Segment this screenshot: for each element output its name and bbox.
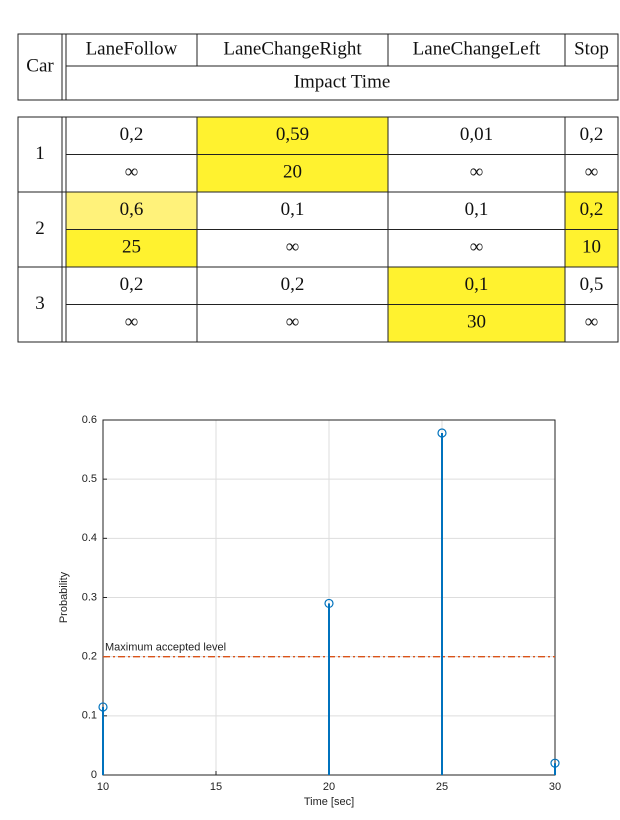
impact-time-cell: ∞ xyxy=(585,162,599,183)
x-tick-label: 25 xyxy=(436,781,448,793)
y-tick-label: 0.5 xyxy=(82,473,97,485)
x-axis-label: Time [sec] xyxy=(304,796,354,808)
impact-time-cell: ∞ xyxy=(470,237,484,258)
probability-cell: 0,2 xyxy=(580,124,604,145)
cell-highlight xyxy=(565,229,618,267)
probability-cell: 0,01 xyxy=(460,124,493,145)
probability-cell: 0,2 xyxy=(120,124,144,145)
stem-marker xyxy=(437,428,447,438)
x-tick-label: 30 xyxy=(549,781,561,793)
column-header: LaneFollow xyxy=(86,38,178,59)
impact-time-cell: ∞ xyxy=(585,312,599,333)
impact-time-cell: 30 xyxy=(467,312,486,333)
cell-highlight xyxy=(197,154,388,192)
y-axis-label: Probability xyxy=(58,571,70,623)
y-tick-label: 0.2 xyxy=(82,651,97,663)
probability-cell: 0,1 xyxy=(281,199,305,220)
probability-cell: 0,2 xyxy=(580,199,604,220)
probability-cell: 0,1 xyxy=(465,199,489,220)
y-tick-label: 0.1 xyxy=(82,710,97,722)
cell-highlight xyxy=(388,267,565,305)
stem-marker xyxy=(98,702,108,712)
y-tick-label: 0.3 xyxy=(82,591,97,603)
probability-cell: 0,6 xyxy=(120,199,144,220)
probability-cell: 0,2 xyxy=(120,274,144,295)
impact-time-cell: ∞ xyxy=(470,162,484,183)
probability-chart: 10 15 20 25 30 0 0.1 0.2 0.3 0.4 0.5 0.6 Maximum acc… xyxy=(58,414,561,808)
threshold-label: Maximum accepted level xyxy=(105,642,226,654)
column-header: LaneChangeRight xyxy=(223,38,362,59)
results-table: Car LaneFollow LaneChangeRight LaneChangeLe… xyxy=(17,33,619,343)
probability-cell: 0,2 xyxy=(281,274,305,295)
car-id: 2 xyxy=(35,218,45,239)
cell-highlight xyxy=(565,192,618,230)
header-box xyxy=(17,33,619,101)
y-tick-label: 0.4 xyxy=(82,532,97,544)
impact-time-cell: 10 xyxy=(582,237,601,258)
impact-time-cell: 25 xyxy=(122,237,141,258)
stem-marker xyxy=(550,758,560,768)
probability-cell: 0,1 xyxy=(465,274,489,295)
cell-highlight xyxy=(66,229,197,267)
impact-time-cell: ∞ xyxy=(125,312,139,333)
probability-cell: 0,59 xyxy=(276,124,309,145)
x-tick-label: 20 xyxy=(323,781,335,793)
cell-highlight xyxy=(388,304,565,342)
impact-time-cell: 20 xyxy=(283,162,302,183)
car-id: 1 xyxy=(35,143,45,164)
y-tick-label: 0.6 xyxy=(82,414,97,426)
stem-marker xyxy=(324,598,334,609)
car-id: 3 xyxy=(35,293,45,314)
cell-highlight xyxy=(66,192,197,230)
x-tick-label: 10 xyxy=(97,781,109,793)
y-tick-label: 0 xyxy=(91,769,97,781)
x-tick-label: 15 xyxy=(210,781,222,793)
probability-cell: 0,5 xyxy=(580,274,604,295)
impact-time-cell: ∞ xyxy=(286,237,300,258)
column-header: Car xyxy=(26,55,54,76)
column-header: LaneChangeLeft xyxy=(413,38,541,59)
subheader: Impact Time xyxy=(294,71,391,92)
impact-time-cell: ∞ xyxy=(125,162,139,183)
cell-highlight xyxy=(197,117,388,155)
column-header: Stop xyxy=(574,38,609,59)
impact-time-cell: ∞ xyxy=(286,312,300,333)
